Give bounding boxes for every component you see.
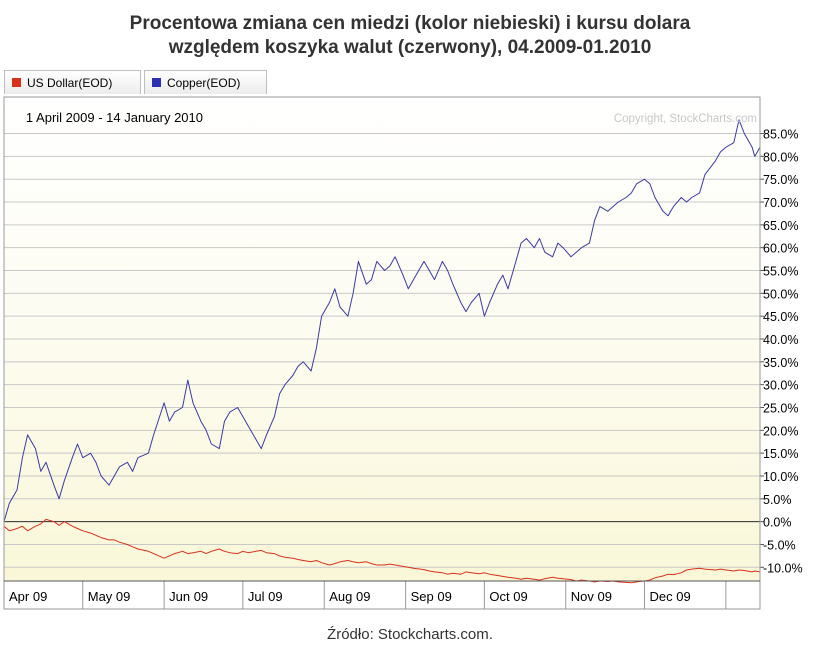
y-tick-label: 80.0% [763,150,798,164]
series-line-copper-eod [3,119,761,522]
y-tick-label: 70.0% [763,196,798,210]
y-tick-label: -5.0% [763,538,796,552]
x-tick-label: Dec 09 [650,589,691,604]
y-tick-label: 60.0% [763,242,798,256]
y-tick-label: 20.0% [763,424,798,438]
chart-title: Procentowa zmiana cen miedzi (kolor nieb… [0,12,820,60]
series-lines [3,119,761,584]
y-tick-label: 45.0% [763,310,798,324]
date-range-label: 1 April 2009 - 14 January 2010 [26,110,203,125]
y-tick-label: 50.0% [763,287,798,301]
legend-label-us-dollar: US Dollar(EOD) [27,76,113,90]
chart-title-line-1: Procentowa zmiana cen miedzi (kolor nieb… [129,13,691,34]
y-tick-label: 15.0% [763,447,798,461]
x-tick-label: Aug 09 [329,589,370,604]
x-tick-label: Apr 09 [9,589,47,604]
y-axis-ticks: 85.0% 80.0% 75.0% 70.0% 65.0% 60.0% 55.0% 50.0%… [760,128,803,575]
x-tick-label: May 09 [88,589,131,604]
y-tick-label: 25.0% [763,401,798,415]
x-tick-label: Sep 09 [411,589,452,604]
y-tick-label: 40.0% [763,333,798,347]
x-axis-ticks: Apr 09 May 09 Jun 09 Jul 09 Aug 09 Sep 09 Oct … [9,581,727,609]
grid-lines [4,133,760,568]
y-tick-label: 5.0% [763,493,792,507]
x-tick-label: Jul 09 [248,589,283,604]
chart-title-line-2: względem koszyka walut (czerwony), 04.20… [168,37,652,58]
chart-frame [3,96,761,610]
series-line-us-dollar-eod [3,518,761,584]
x-tick-label: Oct 09 [489,589,527,604]
legend-label-copper: Copper(EOD) [167,76,241,90]
y-tick-label: 0.0% [763,516,792,530]
y-tick-label: 85.0% [763,128,798,142]
y-tick-label: 55.0% [763,265,798,279]
source-caption: Źródło: Stockcharts.com. [327,626,493,643]
legend-item-us-dollar[interactable]: US Dollar(EOD) [4,70,141,94]
y-tick-label: -10.0% [763,561,803,575]
legend-swatch-blue [152,78,161,87]
y-tick-label: 30.0% [763,379,798,393]
y-tick-label: 35.0% [763,356,798,370]
y-tick-label: 10.0% [763,470,798,484]
y-tick-label: 75.0% [763,173,798,187]
x-tick-label: Nov 09 [571,589,612,604]
x-axis-band [4,581,760,609]
legend-swatch-red [12,78,21,87]
x-tick-label: Jun 09 [169,589,208,604]
legend-item-copper[interactable]: Copper(EOD) [144,70,267,94]
y-tick-label: 65.0% [763,219,798,233]
copyright-label: Copyright, StockCharts.com [614,113,757,125]
